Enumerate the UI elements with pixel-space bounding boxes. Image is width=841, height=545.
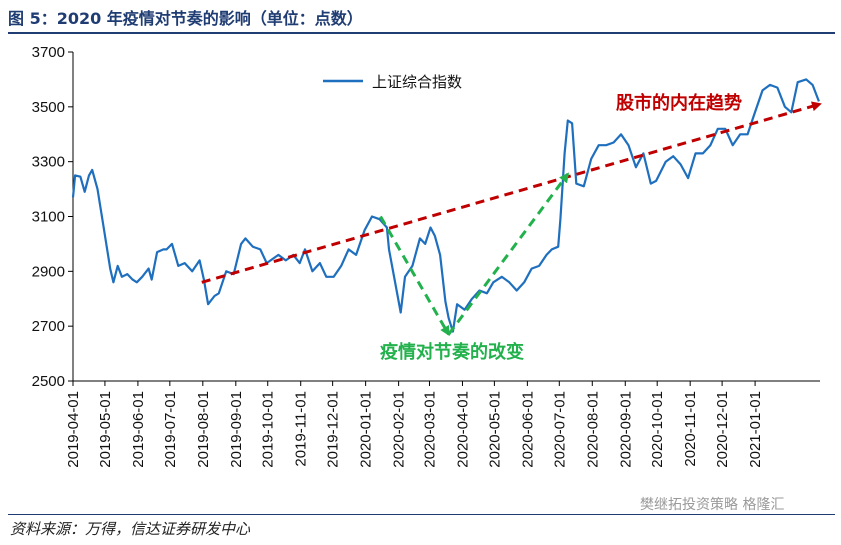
y-tick-label: 3500	[32, 99, 65, 116]
x-tick-label: 2020-09-01	[617, 391, 634, 468]
dip-arrow-up	[447, 172, 570, 336]
trend-annotation: 股市的内在趋势	[615, 92, 742, 114]
x-tick-label: 2020-11-01	[682, 391, 699, 467]
x-tick-label: 2020-01-01	[358, 391, 375, 468]
y-tick-label: 2900	[32, 263, 65, 280]
x-tick-label: 2020-02-01	[391, 391, 408, 468]
x-tick-label: 2020-06-01	[519, 391, 536, 468]
watermark: 樊继拓投资策略 格隆汇	[640, 497, 785, 513]
series-group	[71, 78, 820, 333]
x-tick-label: 2019-07-01	[162, 391, 179, 468]
y-tick-label: 2700	[32, 318, 65, 335]
y-tick-label: 3300	[32, 154, 65, 171]
x-tick-label: 2020-03-01	[421, 391, 438, 468]
trend-arrow	[201, 101, 822, 284]
source-note: 资料来源：万得，信达证券研发中心	[10, 520, 251, 538]
legend: 上证综合指数	[323, 73, 462, 91]
x-axis: 2019-04-01 2019-05-01 2019-06-01 2019-07-01…	[65, 380, 820, 468]
x-tick-label: 2020-08-01	[584, 391, 601, 468]
x-tick-label: 2020-05-01	[486, 391, 503, 468]
x-tick-label: 2020-07-01	[551, 391, 568, 468]
x-tick-label: 2020-12-01	[714, 391, 731, 468]
y-tick-label: 3100	[32, 209, 65, 226]
x-tick-label: 2020-10-01	[649, 391, 666, 468]
x-tick-label: 2021-01-01	[747, 391, 764, 468]
figure-title: 图 5：2020 年疫情对节奏的影响（单位：点数）	[8, 9, 363, 28]
y-tick-label: 3700	[32, 44, 65, 61]
series-line	[71, 78, 820, 333]
legend-label: 上证综合指数	[372, 73, 462, 91]
x-tick-label: 2020-04-01	[454, 391, 471, 468]
x-tick-label: 2019-09-01	[228, 391, 245, 468]
dip-arrow-down	[379, 215, 450, 337]
x-tick-label: 2019-10-01	[260, 391, 277, 468]
x-tick-label: 2019-06-01	[130, 391, 147, 468]
bottom-rule	[8, 514, 835, 515]
x-tick-label: 2019-12-01	[325, 391, 342, 468]
title-rule	[8, 32, 835, 34]
x-tick-label: 2019-11-01	[293, 391, 310, 467]
x-tick-label: 2019-05-01	[97, 391, 114, 468]
x-tick-label: 2019-08-01	[195, 391, 212, 468]
x-tick-label: 2019-04-01	[65, 391, 82, 468]
dip-annotation: 疫情对节奏的改变	[380, 341, 524, 363]
y-tick-label: 2500	[32, 373, 65, 390]
y-axis: 2500 2700 2900 3100 3300 3500 3700	[32, 44, 74, 390]
